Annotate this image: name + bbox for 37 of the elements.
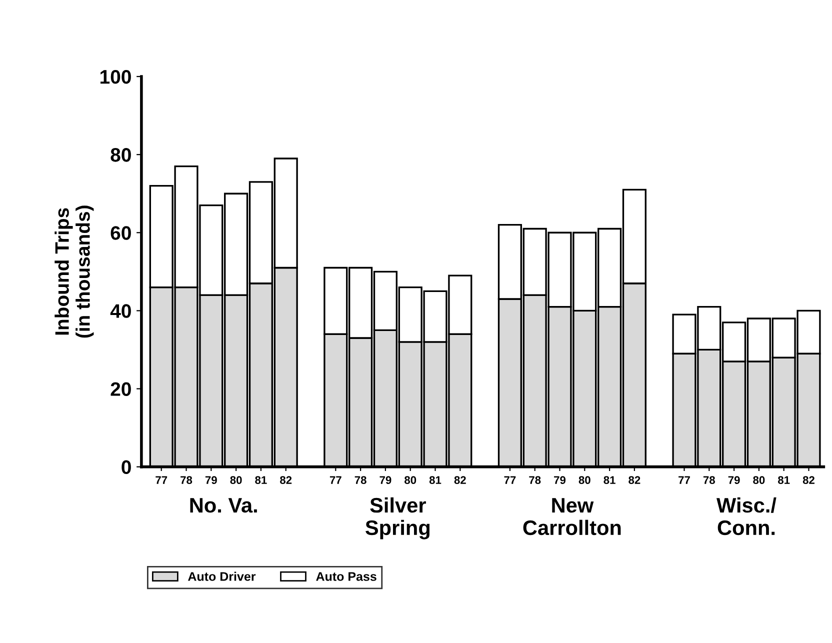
text: New Carrollton [523, 498, 621, 536]
x-tick-label: 78 [180, 476, 192, 484]
legend-label: Auto Driver [188, 572, 256, 581]
x-tick-label: 82 [280, 476, 292, 484]
x-tick-label: 78 [354, 476, 366, 484]
y-tick-label: 0 [122, 460, 131, 474]
y-tick-label: 40 [110, 304, 131, 318]
x-tick-label: 81 [778, 476, 790, 484]
x-tick-label: 77 [330, 476, 342, 484]
x-tick-label: 82 [454, 476, 466, 484]
x-tick-label: 81 [255, 476, 267, 484]
x-tick-label: 80 [753, 476, 765, 484]
x-tick-label: 79 [205, 476, 217, 484]
x-tick-label: 79 [728, 476, 740, 484]
y-tick-label: 100 [100, 70, 131, 84]
x-tick-label: 78 [703, 476, 715, 484]
y-tick-label: 20 [110, 382, 131, 396]
x-tick-label: 82 [802, 476, 814, 484]
x-tick-label: 77 [678, 476, 690, 484]
text: Silver Spring [366, 497, 430, 540]
legend-label: Auto Pass [316, 572, 376, 581]
y-tick-label: 80 [110, 148, 131, 162]
x-tick-label: 80 [404, 476, 416, 484]
text: No. Va. [190, 498, 257, 513]
x-tick-label: 80 [578, 476, 590, 484]
text: Wisc./ Conn. [716, 497, 776, 536]
x-tick-label: 78 [529, 476, 541, 484]
x-tick-label: 77 [504, 476, 516, 484]
y-axis-title: Inbound Trips (in thousands) [54, 206, 94, 338]
x-tick-label: 77 [156, 476, 168, 484]
x-tick-label: 79 [380, 476, 392, 484]
x-tick-label: 80 [230, 476, 242, 484]
x-tick-label: 82 [628, 476, 640, 484]
x-tick-label: 79 [554, 476, 566, 484]
x-tick-label: 81 [429, 476, 442, 484]
y-tick-label: 60 [110, 226, 131, 240]
x-tick-label: 81 [604, 476, 616, 484]
